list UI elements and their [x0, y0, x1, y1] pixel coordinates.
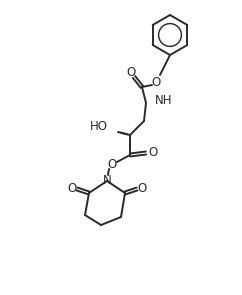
Text: NH: NH — [155, 94, 173, 107]
Text: N: N — [103, 175, 111, 188]
Text: O: O — [67, 181, 77, 194]
Text: O: O — [148, 145, 158, 158]
Text: HO: HO — [90, 120, 108, 134]
Text: O: O — [126, 65, 136, 78]
Text: O: O — [137, 181, 147, 194]
Text: O: O — [107, 158, 117, 171]
Text: O: O — [151, 76, 161, 89]
